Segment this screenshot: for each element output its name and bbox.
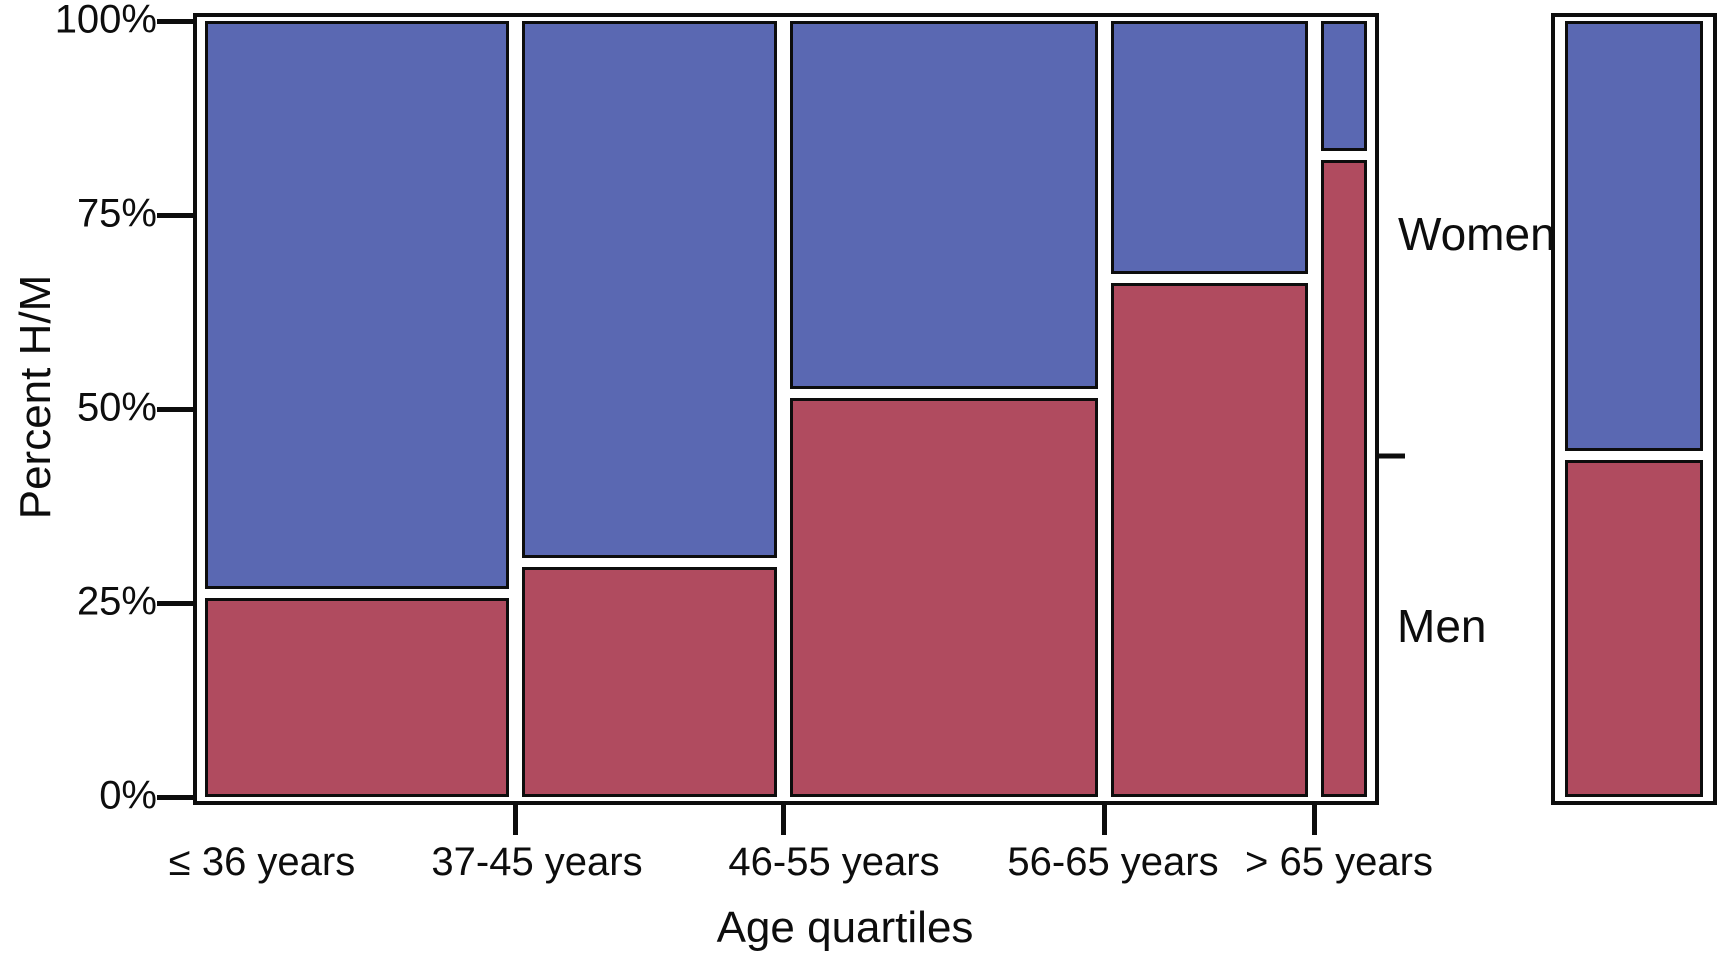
x-axis-title: Age quartiles	[716, 903, 974, 952]
y-axis-tick	[157, 406, 193, 412]
y-axis-tick-label: 50%	[76, 385, 157, 430]
x-axis-tick-label: ≤ 36 years	[168, 840, 356, 884]
segment-men-2	[522, 566, 778, 797]
overall-split-tick	[1379, 453, 1405, 459]
segment-women-3	[790, 21, 1098, 390]
segment-women-4	[1110, 21, 1309, 275]
x-axis-tick-label: > 65 years	[1245, 840, 1433, 884]
x-axis-tick-label: 46-55 years	[728, 840, 940, 884]
segment-women-1	[205, 21, 510, 589]
x-axis-tick-label: 37-45 years	[431, 840, 643, 884]
y-axis-tick-label: 100%	[54, 0, 157, 42]
y-axis-tick	[157, 794, 193, 800]
y-axis-tick	[157, 212, 193, 218]
legend-label-women: Women	[1398, 208, 1556, 260]
overall-segment-women	[1565, 21, 1703, 451]
legend-label-men: Men	[1397, 600, 1487, 652]
segment-men-3	[790, 398, 1098, 797]
y-axis-tick-label: 0%	[99, 773, 157, 818]
segment-women-5	[1321, 21, 1367, 152]
x-axis-tick	[1101, 805, 1107, 835]
y-axis-tick	[157, 600, 193, 606]
segment-women-2	[522, 21, 778, 558]
x-axis-tick-label: 56-65 years	[1007, 840, 1219, 884]
x-axis-tick	[513, 805, 519, 835]
y-axis-tick-label: 75%	[76, 191, 157, 236]
x-axis-tick	[781, 805, 787, 835]
plot-frame	[193, 13, 1379, 805]
segment-men-4	[1110, 283, 1309, 797]
x-axis-tick	[1312, 805, 1318, 835]
overall-bar-frame	[1551, 13, 1717, 805]
overall-segment-men	[1565, 459, 1703, 797]
segment-men-5	[1321, 160, 1367, 797]
y-axis-tick-label: 25%	[76, 579, 157, 624]
segment-men-1	[205, 597, 510, 797]
y-axis-tick	[157, 18, 193, 24]
